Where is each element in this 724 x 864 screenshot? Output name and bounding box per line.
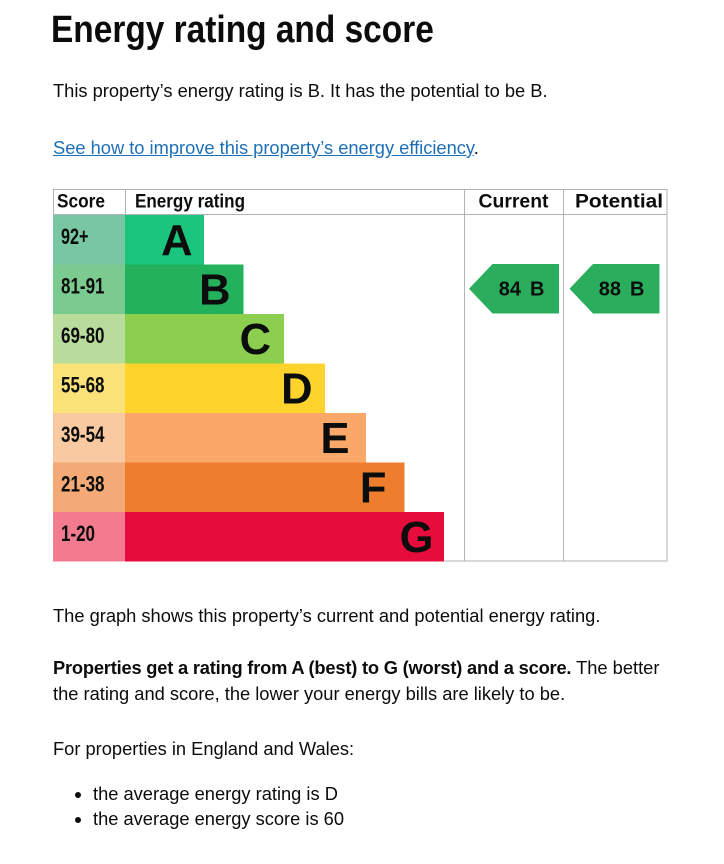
svg-text:92+: 92+: [61, 224, 89, 249]
svg-text:Score: Score: [57, 192, 105, 213]
svg-text:39-54: 39-54: [61, 422, 105, 447]
svg-text:E: E: [320, 415, 349, 463]
svg-text:84: 84: [499, 279, 522, 301]
svg-text:G: G: [400, 514, 434, 562]
svg-text:Potential: Potential: [575, 192, 663, 213]
svg-text:F: F: [360, 465, 387, 513]
svg-text:88: 88: [599, 279, 621, 301]
svg-text:D: D: [281, 366, 312, 414]
svg-text:69-80: 69-80: [61, 323, 105, 348]
svg-text:A: A: [161, 217, 192, 265]
svg-text:C: C: [240, 316, 271, 364]
svg-text:Current: Current: [479, 192, 550, 213]
svg-text:B: B: [630, 279, 644, 301]
svg-text:B: B: [199, 267, 230, 315]
svg-text:21-38: 21-38: [61, 472, 105, 497]
svg-text:1-20: 1-20: [61, 521, 95, 546]
svg-text:81-91: 81-91: [61, 274, 105, 299]
svg-text:55-68: 55-68: [61, 373, 105, 398]
svg-text:Energy rating: Energy rating: [135, 192, 245, 213]
svg-text:B: B: [530, 279, 544, 301]
